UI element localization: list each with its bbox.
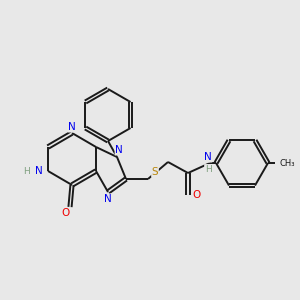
Text: N: N	[35, 166, 43, 176]
Text: N: N	[115, 145, 123, 155]
Text: H: H	[205, 164, 212, 173]
Text: N: N	[104, 194, 112, 204]
Text: H: H	[22, 167, 29, 176]
Text: N: N	[204, 152, 212, 162]
Text: N: N	[68, 122, 76, 132]
Text: O: O	[192, 190, 200, 200]
Text: CH₃: CH₃	[279, 158, 295, 167]
Text: S: S	[152, 167, 158, 177]
Text: O: O	[61, 208, 69, 218]
